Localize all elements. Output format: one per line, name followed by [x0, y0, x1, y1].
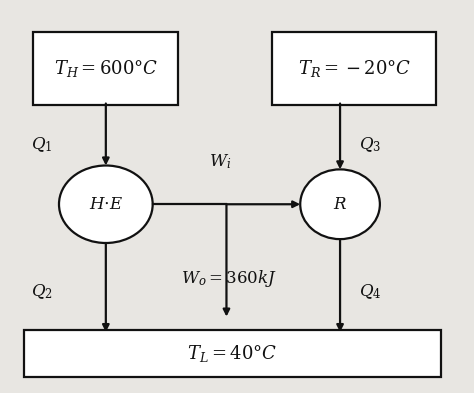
FancyBboxPatch shape [24, 330, 441, 376]
Text: $Q_1$: $Q_1$ [31, 135, 52, 154]
Text: $W_i$: $W_i$ [210, 152, 232, 171]
Text: $T_R= -20°C$: $T_R= -20°C$ [298, 58, 410, 79]
Text: $Q_4$: $Q_4$ [359, 282, 381, 301]
Text: $T_L = 40°C$: $T_L = 40°C$ [187, 343, 277, 364]
FancyBboxPatch shape [272, 32, 436, 105]
Text: $Q_3$: $Q_3$ [359, 135, 381, 154]
Text: $Q_2$: $Q_2$ [31, 282, 53, 301]
Text: $R$: $R$ [333, 195, 347, 213]
FancyBboxPatch shape [33, 32, 178, 105]
Text: $H{\cdot}E$: $H{\cdot}E$ [89, 195, 123, 213]
Ellipse shape [59, 165, 153, 243]
Ellipse shape [300, 169, 380, 239]
Text: $T_H = 600°C$: $T_H = 600°C$ [54, 58, 158, 79]
Text: $W_o= 360kJ$: $W_o= 360kJ$ [181, 268, 277, 289]
